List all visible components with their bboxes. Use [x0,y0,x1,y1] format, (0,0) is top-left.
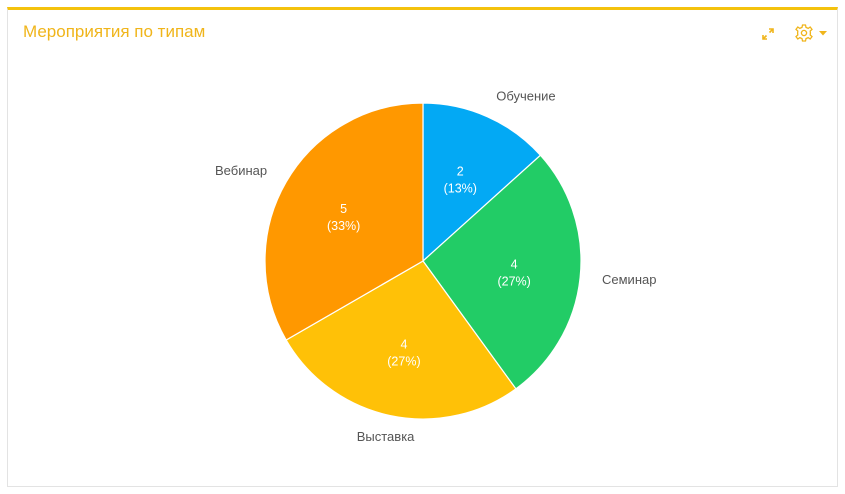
slice-category-label: Обучение [496,89,555,104]
slice-value-label: 2 [457,164,464,178]
slice-percent-label: (33%) [327,219,360,233]
pie-slice[interactable] [264,102,424,341]
expand-button[interactable] [760,26,776,42]
slice-percent-label: (27%) [497,275,530,289]
slice-value-label: 5 [340,202,347,216]
caret-down-icon [819,31,827,36]
pie-slice[interactable] [422,154,582,390]
pie-slice[interactable] [422,102,542,263]
slice-category-label: Семинар [602,272,656,287]
pie-slice[interactable] [285,260,517,420]
slice-category-label: Выставка [357,429,415,444]
slice-percent-label: (27%) [387,355,420,369]
slice-category-label: Вебинар [215,163,267,178]
settings-dropdown-button[interactable] [794,23,828,43]
slice-value-label: 4 [400,338,407,352]
gear-icon [795,24,813,42]
expand-arrows-icon [762,28,774,40]
widget-title: Мероприятия по типам [23,22,206,41]
slice-value-label: 4 [511,258,518,272]
slice-percent-label: (13%) [444,181,477,195]
